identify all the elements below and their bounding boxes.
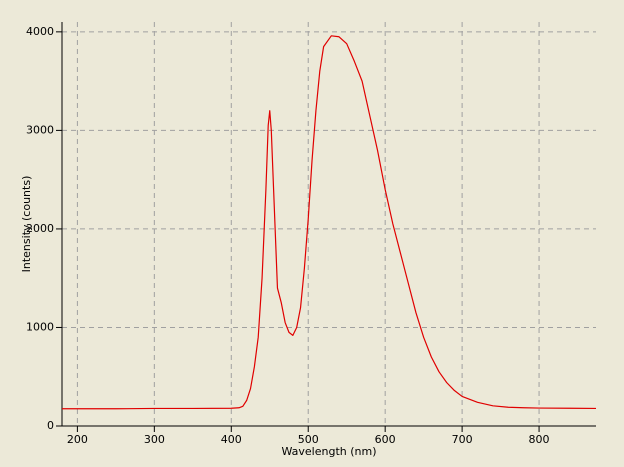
- x-tick-label: 500: [298, 433, 319, 446]
- y-tick-label: 2000: [26, 222, 54, 235]
- y-tick-label: 0: [47, 419, 54, 432]
- y-axis-label: Intensity (counts): [20, 176, 33, 273]
- spectrum-line: [62, 35, 597, 410]
- x-tick-label: 300: [144, 433, 165, 446]
- x-tick-label: 600: [375, 433, 396, 446]
- y-tick-label: 3000: [26, 123, 54, 136]
- y-tick-label: 4000: [26, 25, 54, 38]
- x-axis-label: Wavelength (nm): [281, 445, 376, 458]
- y-tick-label: 1000: [26, 320, 54, 333]
- x-tick-label: 200: [67, 433, 88, 446]
- x-tick-label: 800: [529, 433, 550, 446]
- x-tick-label: 700: [452, 433, 473, 446]
- x-tick-label: 400: [221, 433, 242, 446]
